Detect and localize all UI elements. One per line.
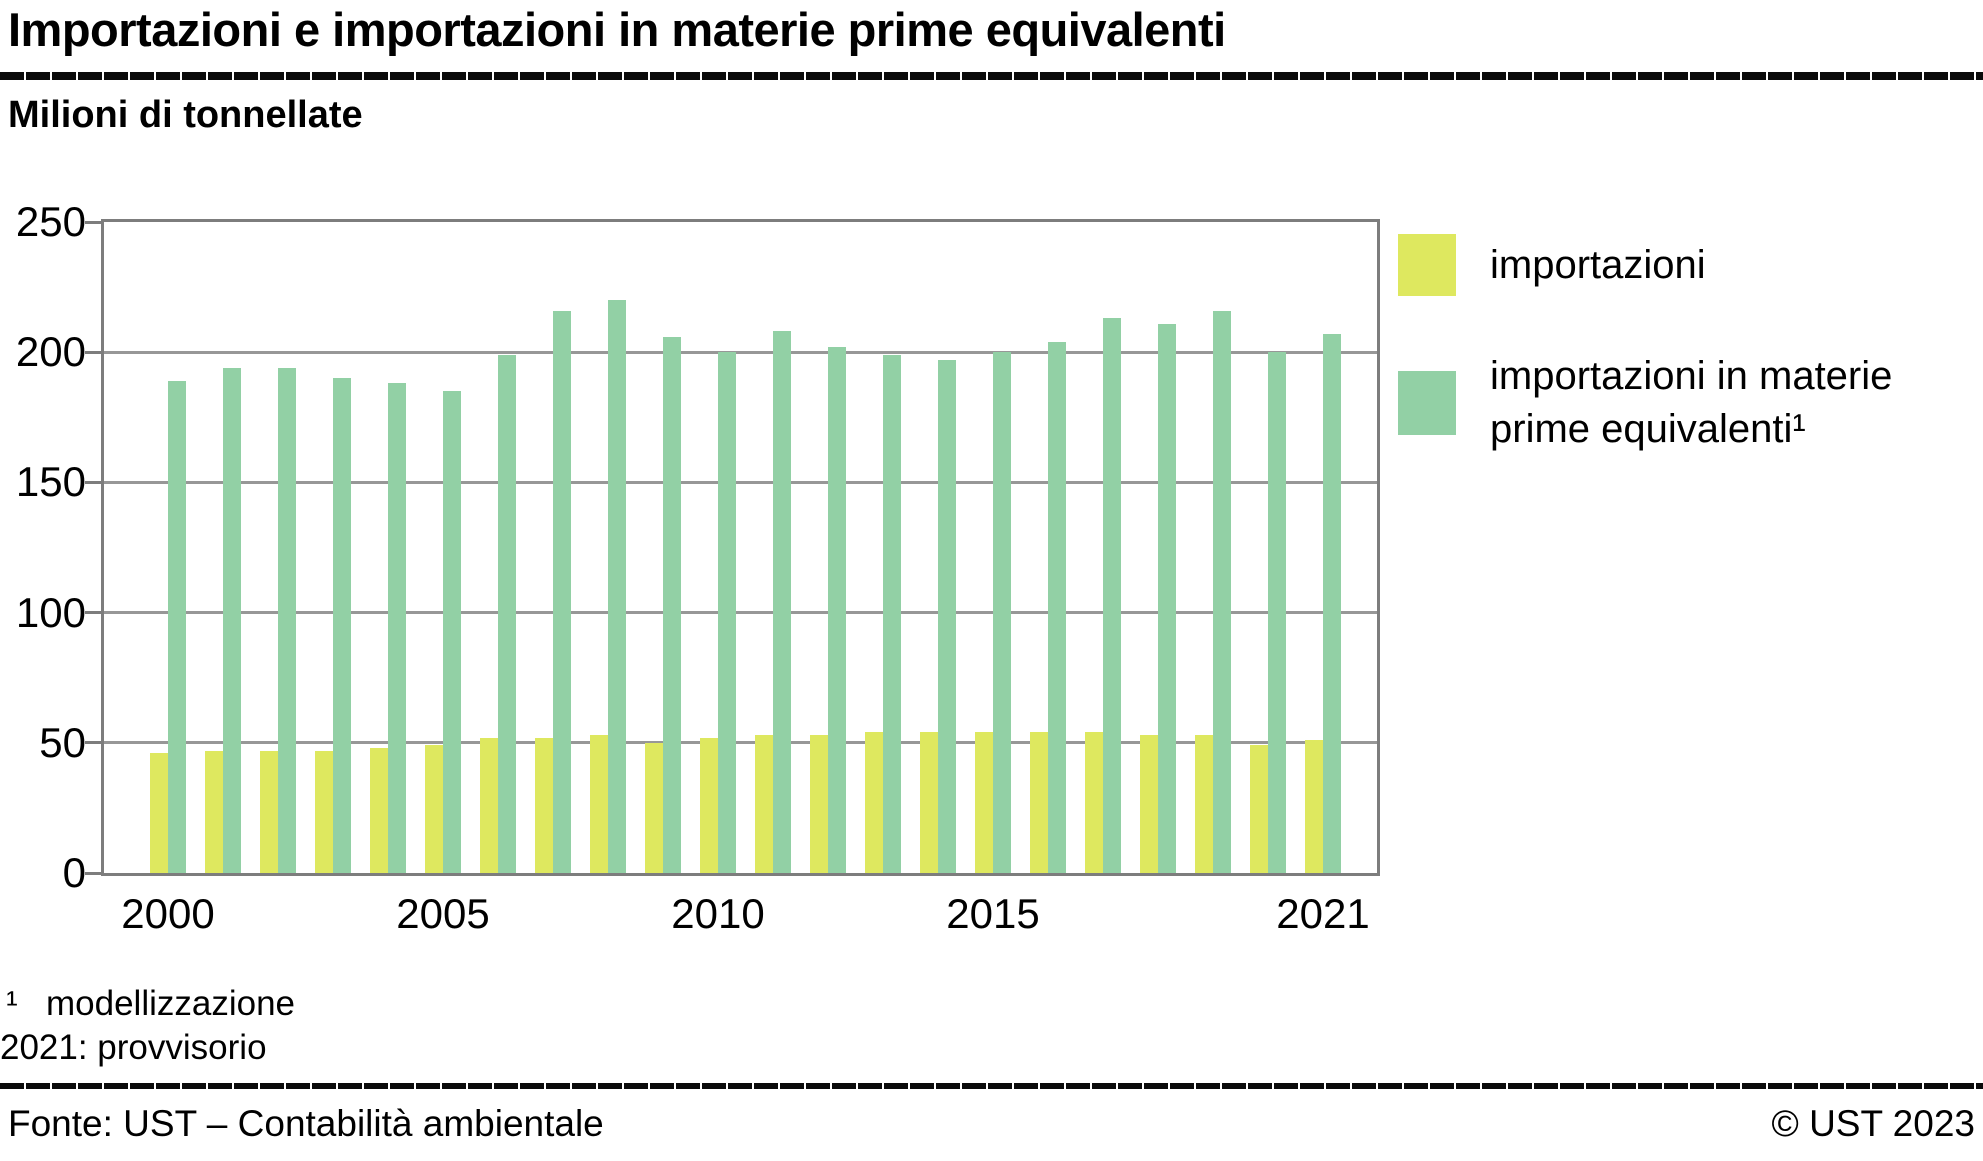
bar-importazioni-rme-2009 bbox=[663, 336, 681, 873]
bar-importazioni-2007 bbox=[535, 737, 553, 873]
bar-importazioni-rme-2018 bbox=[1158, 323, 1176, 873]
gridline-150 bbox=[104, 480, 1377, 484]
y-tick-label-150: 150 bbox=[15, 458, 86, 506]
x-tick-label-2005: 2005 bbox=[396, 890, 490, 937]
y-tick-mark-100 bbox=[85, 611, 101, 615]
legend-swatch-2 bbox=[1398, 371, 1456, 435]
legend-item-1: importazioni bbox=[1398, 234, 1960, 296]
bar-importazioni-rme-2006 bbox=[498, 354, 516, 873]
bar-importazioni-2001 bbox=[205, 750, 223, 873]
copyright-label: © UST 2023 bbox=[1771, 1103, 1975, 1144]
x-tick-label-2021: 2021 bbox=[1276, 890, 1370, 937]
plot-area bbox=[101, 219, 1380, 876]
bar-importazioni-2012 bbox=[810, 735, 828, 873]
bar-importazioni-2014 bbox=[920, 732, 938, 873]
legend-label-1: importazioni bbox=[1490, 242, 1706, 287]
bar-importazioni-rme-2017 bbox=[1103, 318, 1121, 873]
bar-importazioni-rme-2021 bbox=[1323, 333, 1341, 873]
gridline-100 bbox=[104, 611, 1377, 615]
y-axis-unit-label: Milioni di tonnellate bbox=[8, 94, 363, 136]
legend-swatch-1 bbox=[1398, 234, 1456, 296]
bar-importazioni-rme-2003 bbox=[333, 378, 351, 873]
gridline-200 bbox=[104, 350, 1377, 354]
bar-importazioni-2010 bbox=[700, 737, 718, 873]
x-tick-label-2000: 2000 bbox=[121, 890, 215, 937]
bar-importazioni-rme-2001 bbox=[223, 367, 241, 873]
bar-importazioni-2020 bbox=[1250, 745, 1268, 873]
x-tick-label-2015: 2015 bbox=[946, 890, 1040, 937]
bar-importazioni-rme-2015 bbox=[993, 352, 1011, 873]
footnote-provvisorio: 2021: provvisorio bbox=[0, 1028, 267, 1067]
bar-importazioni-2018 bbox=[1140, 735, 1158, 873]
y-tick-mark-200 bbox=[85, 350, 101, 354]
x-tick-label-2010: 2010 bbox=[671, 890, 765, 937]
bar-importazioni-2009 bbox=[645, 742, 663, 873]
bar-importazioni-2013 bbox=[865, 732, 883, 873]
y-tick-label-100: 100 bbox=[15, 588, 86, 636]
bar-importazioni-2000 bbox=[150, 753, 168, 873]
y-tick-label-50: 50 bbox=[39, 718, 86, 766]
top-rule bbox=[0, 72, 1983, 80]
bar-importazioni-rme-2013 bbox=[883, 354, 901, 873]
bar-importazioni-2004 bbox=[370, 748, 388, 873]
footnote-marker: ¹ bbox=[6, 984, 18, 1023]
bar-importazioni-rme-2019 bbox=[1213, 310, 1231, 873]
y-tick-label-0: 0 bbox=[62, 849, 86, 896]
bar-importazioni-2015 bbox=[975, 732, 993, 873]
y-tick-label-250: 250 bbox=[15, 198, 86, 245]
bar-importazioni-2011 bbox=[755, 735, 773, 873]
bar-importazioni-rme-2004 bbox=[388, 383, 406, 873]
gridline-50 bbox=[104, 741, 1377, 745]
source-label: Fonte: UST – Contabilità ambientale bbox=[8, 1103, 604, 1144]
bar-importazioni-rme-2011 bbox=[773, 331, 791, 873]
y-tick-mark-50 bbox=[85, 741, 101, 745]
bar-importazioni-rme-2016 bbox=[1048, 341, 1066, 873]
legend-item-2: importazioni in materie prime equivalent… bbox=[1398, 350, 1960, 456]
footnote-modellizzazione: ¹ modellizzazione bbox=[0, 984, 295, 1024]
y-tick-mark-250 bbox=[85, 220, 101, 224]
y-tick-mark-150 bbox=[85, 480, 101, 484]
legend-label-2: importazioni in materie prime equivalent… bbox=[1490, 354, 1893, 451]
bar-importazioni-rme-2000 bbox=[168, 380, 186, 873]
bottom-rule bbox=[0, 1083, 1983, 1089]
y-tick-mark-0 bbox=[85, 871, 101, 875]
bar-importazioni-rme-2002 bbox=[278, 367, 296, 873]
page-title: Importazioni e importazioni in materie p… bbox=[8, 3, 1226, 56]
bar-importazioni-rme-2020 bbox=[1268, 352, 1286, 873]
bar-importazioni-rme-2014 bbox=[938, 360, 956, 873]
footnote-text: modellizzazione bbox=[46, 984, 296, 1023]
bar-importazioni-2008 bbox=[590, 735, 608, 873]
bar-importazioni-2005 bbox=[425, 745, 443, 873]
bar-importazioni-2019 bbox=[1195, 735, 1213, 873]
bar-importazioni-2016 bbox=[1030, 732, 1048, 873]
bar-importazioni-2006 bbox=[480, 737, 498, 873]
bar-importazioni-rme-2005 bbox=[443, 391, 461, 873]
bar-importazioni-2021 bbox=[1305, 740, 1323, 873]
y-tick-label-200: 200 bbox=[15, 328, 86, 376]
bar-importazioni-rme-2012 bbox=[828, 347, 846, 873]
bar-importazioni-rme-2008 bbox=[608, 300, 626, 873]
bar-importazioni-2002 bbox=[260, 750, 278, 873]
bar-importazioni-2003 bbox=[315, 750, 333, 873]
bar-importazioni-rme-2007 bbox=[553, 310, 571, 873]
bar-importazioni-rme-2010 bbox=[718, 352, 736, 873]
bar-importazioni-2017 bbox=[1085, 732, 1103, 873]
